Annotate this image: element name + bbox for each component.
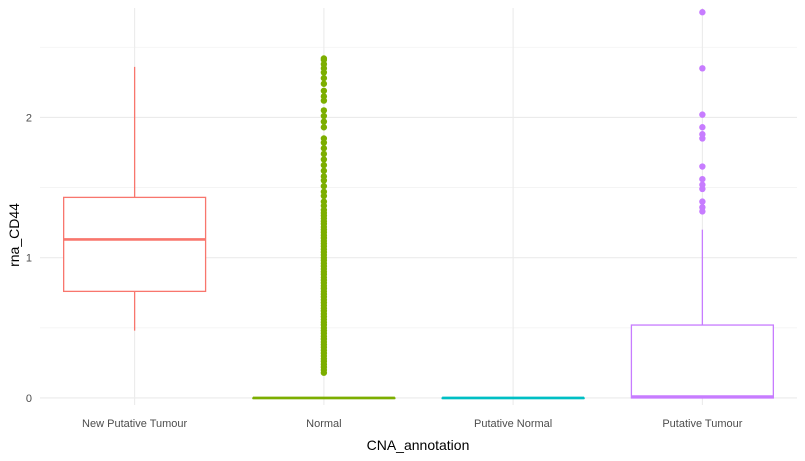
x-axis-ticks: New Putative Tumour Normal Putative Normal… [82, 418, 743, 430]
outlier-point [320, 93, 328, 100]
outlier-point [699, 163, 706, 170]
outlier-point [699, 181, 706, 188]
x-tick-label: Normal [306, 418, 341, 430]
y-tick-label: 1 [26, 253, 32, 265]
box-body [630, 324, 774, 399]
y-axis-title: rna_CD44 [6, 203, 22, 267]
x-tick-label: Putative Tumour [662, 418, 742, 430]
x-tick-label: Putative Normal [474, 418, 552, 430]
outlier-point [320, 80, 328, 87]
outlier-point [699, 204, 706, 211]
outlier-point [320, 188, 328, 195]
outlier-point [320, 87, 328, 94]
outlier-point [699, 111, 706, 118]
x-axis-title: CNA_annotation [367, 437, 470, 453]
box-putative-normal [441, 396, 585, 400]
box-new-putative-tumour [63, 66, 207, 331]
outlier-point [320, 135, 328, 142]
outlier-point [699, 198, 706, 205]
outlier-point [320, 161, 328, 169]
y-tick-label: 2 [26, 112, 32, 124]
outlier-point [320, 55, 328, 62]
y-tick-label: 0 [26, 393, 32, 405]
outlier-point [699, 9, 706, 16]
outlier-point [320, 118, 328, 125]
outlier-point [320, 112, 328, 120]
outlier-point [320, 198, 328, 205]
outlier-point [699, 131, 706, 138]
outlier-point [320, 107, 328, 114]
outlier-point [320, 167, 328, 174]
outlier-point [320, 74, 328, 82]
outlier-point [320, 156, 328, 163]
outlier-point [699, 124, 706, 131]
outlier-point [320, 124, 328, 131]
box-series [63, 9, 774, 400]
x-tick-label: New Putative Tumour [82, 418, 187, 430]
box-normal [252, 55, 396, 400]
outlier-point [699, 65, 706, 72]
outlier-point [320, 145, 328, 152]
box-body [63, 196, 207, 293]
outlier-point [320, 173, 328, 180]
outlier-point [320, 182, 328, 190]
outlier-point [699, 175, 706, 183]
box-putative-tumour [630, 9, 774, 399]
outlier-point [320, 150, 328, 158]
y-axis-ticks: 0 1 2 [26, 112, 32, 405]
